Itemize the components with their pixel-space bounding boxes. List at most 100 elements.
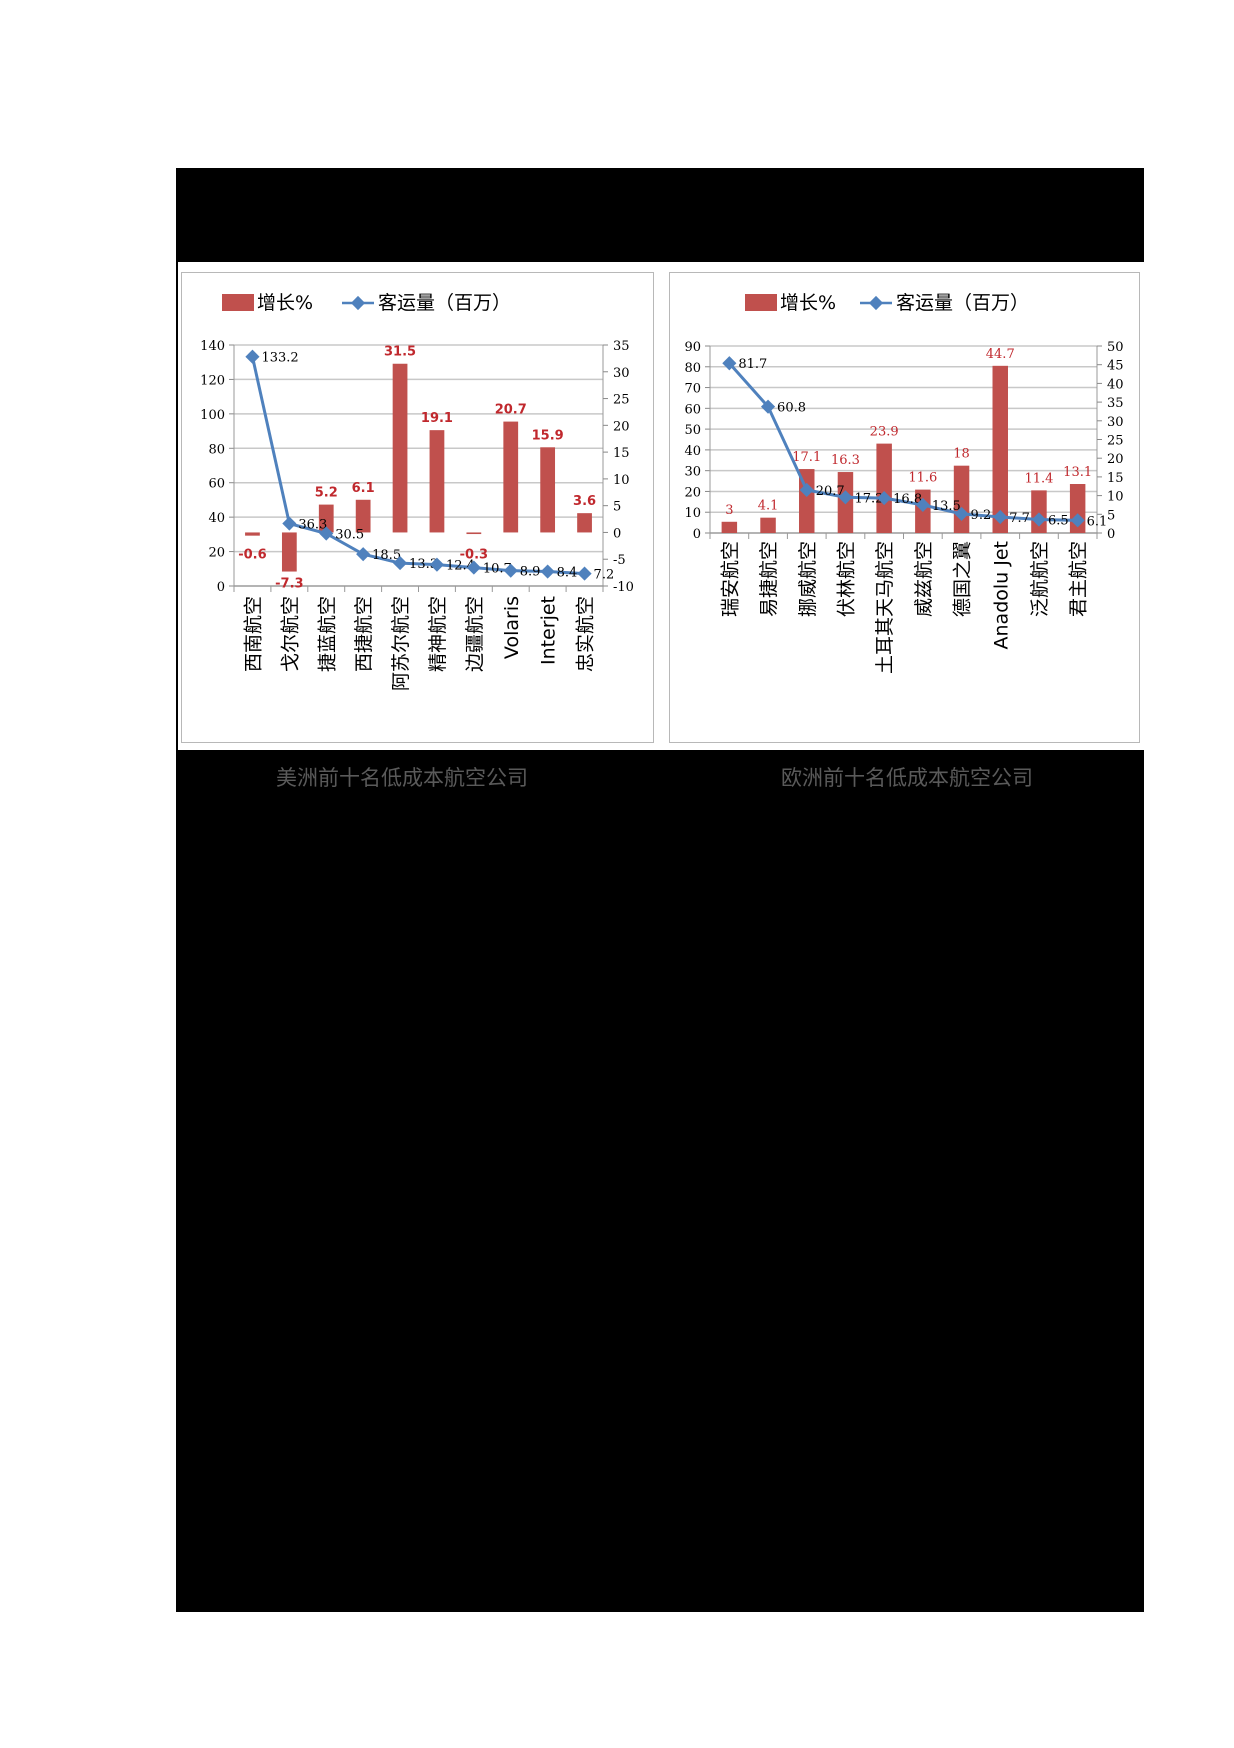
legend-label-passengers: 客运量（百万） xyxy=(378,292,511,314)
bar xyxy=(992,365,1008,533)
right-axis-ticks: 0 5 10 15 20 25 30 35 40 45 50 xyxy=(1097,340,1124,542)
bar-value-label: 17.1 xyxy=(792,450,821,465)
svg-text:15: 15 xyxy=(613,446,630,461)
svg-text:10: 10 xyxy=(613,473,630,488)
svg-text:30: 30 xyxy=(684,465,701,480)
bar-value-label: 23.9 xyxy=(870,425,899,440)
line-marker-icon xyxy=(838,490,853,505)
line-marker-icon xyxy=(954,506,969,521)
svg-text:40: 40 xyxy=(208,511,225,526)
line-marker-icon xyxy=(577,566,592,581)
chart-europe-svg: 增长% 客运量（百万） 0 10 20 30 40 50 60 70 80 90 0 5 10 15 20 25 3… xyxy=(684,292,1124,674)
bar-value-label: 19.1 xyxy=(421,411,453,426)
bar xyxy=(245,532,260,536)
left-axis-ticks: 0 10 20 30 40 50 60 70 80 90 xyxy=(684,340,701,542)
svg-text:20: 20 xyxy=(1107,452,1124,467)
category-label: 精神航空 xyxy=(427,596,449,672)
category-label: 君主航空 xyxy=(1068,541,1090,617)
chart-legend: 增长% 客运量（百万） xyxy=(222,292,511,314)
category-axis-labels: 瑞安航空 易捷航空 挪威航空 伏林航空 土耳其天马航空 威兹航空 德国之翼 Anadolu J… xyxy=(719,541,1089,674)
bar xyxy=(540,447,556,533)
category-label: 戈尔航空 xyxy=(279,596,301,672)
line-marker-icon xyxy=(760,399,776,414)
line-value-label: 13.5 xyxy=(932,499,961,514)
category-label: 西捷航空 xyxy=(353,596,375,672)
svg-text:35: 35 xyxy=(1107,396,1124,411)
svg-text:0: 0 xyxy=(217,580,225,595)
svg-text:-10: -10 xyxy=(613,580,634,595)
bar-value-label: 6.1 xyxy=(352,481,375,496)
bar-value-label: 11.4 xyxy=(1024,471,1053,486)
category-label: 西南航空 xyxy=(242,596,264,672)
bar-value-label: -0.6 xyxy=(238,547,266,562)
svg-text:5: 5 xyxy=(1107,508,1115,523)
svg-text:-5: -5 xyxy=(613,553,626,568)
svg-text:100: 100 xyxy=(200,408,225,423)
line-value-label: 17.2 xyxy=(854,491,883,506)
legend-line-marker-icon xyxy=(868,295,884,311)
bar xyxy=(355,499,371,533)
category-label: 德国之翼 xyxy=(952,541,974,617)
svg-text:70: 70 xyxy=(684,382,701,397)
svg-text:30: 30 xyxy=(613,366,630,381)
line-marker-icon xyxy=(1070,513,1085,528)
svg-text:0: 0 xyxy=(613,526,621,541)
svg-text:20: 20 xyxy=(613,419,630,434)
line-marker-icon xyxy=(540,564,555,579)
bar-value-label: 31.5 xyxy=(384,345,416,360)
bar-value-label: 3 xyxy=(725,503,733,518)
line-value-label: 10.7 xyxy=(483,562,512,577)
line-value-label: 81.7 xyxy=(738,357,767,372)
bar xyxy=(503,421,519,533)
category-label: 伏林航空 xyxy=(835,541,857,617)
bar xyxy=(721,521,738,533)
chart-legend: 增长% 客运量（百万） xyxy=(745,292,1029,314)
svg-text:5: 5 xyxy=(613,500,621,515)
bar-value-label: 5.2 xyxy=(315,486,338,501)
line-value-label: 6.1 xyxy=(1087,514,1108,529)
bar xyxy=(1031,490,1047,533)
line-value-label: 12.4 xyxy=(446,559,475,574)
category-label: 挪威航空 xyxy=(797,541,819,617)
bar xyxy=(281,532,297,572)
line-value-label: 36.3 xyxy=(298,518,327,533)
chart-americas-svg: 增长% 客运量（百万） 0 20 40 60 80 100 120 140 -10 -5 0 5 10 15 2… xyxy=(200,292,634,691)
svg-text:10: 10 xyxy=(1107,490,1124,505)
line-value-label: 60.8 xyxy=(777,401,806,416)
svg-text:80: 80 xyxy=(208,442,225,457)
svg-text:40: 40 xyxy=(1107,377,1124,392)
svg-text:0: 0 xyxy=(693,527,701,542)
svg-text:80: 80 xyxy=(684,361,701,376)
category-label: 土耳其天马航空 xyxy=(874,541,896,674)
category-axis-labels: 西南航空 戈尔航空 捷蓝航空 西捷航空 阿苏尔航空 精神航空 边疆航空 Volaris Inte… xyxy=(242,596,596,691)
category-label: 威兹航空 xyxy=(913,541,935,617)
svg-text:60: 60 xyxy=(684,402,701,417)
svg-text:25: 25 xyxy=(613,393,630,408)
line-marker-icon xyxy=(466,560,481,575)
svg-text:140: 140 xyxy=(200,339,225,354)
category-label: Interjet xyxy=(538,596,560,665)
svg-text:0: 0 xyxy=(1107,527,1115,542)
bar-value-label: 13.1 xyxy=(1063,465,1092,480)
bar-series-growth: -0.6 -7.3 5.2 6.1 31.5 19.1 -0.3 20.7 15.9 3.6 xyxy=(238,345,596,592)
bar-value-label: -0.3 xyxy=(460,547,488,562)
bar-value-label: 16.3 xyxy=(831,453,860,468)
line-value-label: 8.4 xyxy=(557,566,578,581)
left-axis-ticks: 0 20 40 60 80 100 120 140 xyxy=(200,339,225,595)
svg-text:50: 50 xyxy=(684,423,701,438)
legend-bar-swatch-icon xyxy=(745,294,777,311)
chart-europe-lcc: 增长% 客运量（百万） 0 10 20 30 40 50 60 70 80 90 0 5 10 15 20 25 3… xyxy=(669,272,1140,743)
line-value-label: 18.5 xyxy=(372,548,401,563)
svg-text:45: 45 xyxy=(1107,359,1124,374)
bar-value-label: 4.1 xyxy=(758,499,779,514)
category-label: 边疆航空 xyxy=(464,596,486,672)
legend-label-growth: 增长% xyxy=(780,292,836,314)
legend-bar-swatch-icon xyxy=(222,294,254,311)
category-label: 阿苏尔航空 xyxy=(390,596,412,691)
category-label: 捷蓝航空 xyxy=(316,596,338,672)
svg-text:20: 20 xyxy=(208,546,225,561)
bar xyxy=(318,504,334,533)
svg-text:10: 10 xyxy=(684,506,701,521)
category-label: 泛航航空 xyxy=(1029,541,1051,617)
bar xyxy=(392,363,408,533)
